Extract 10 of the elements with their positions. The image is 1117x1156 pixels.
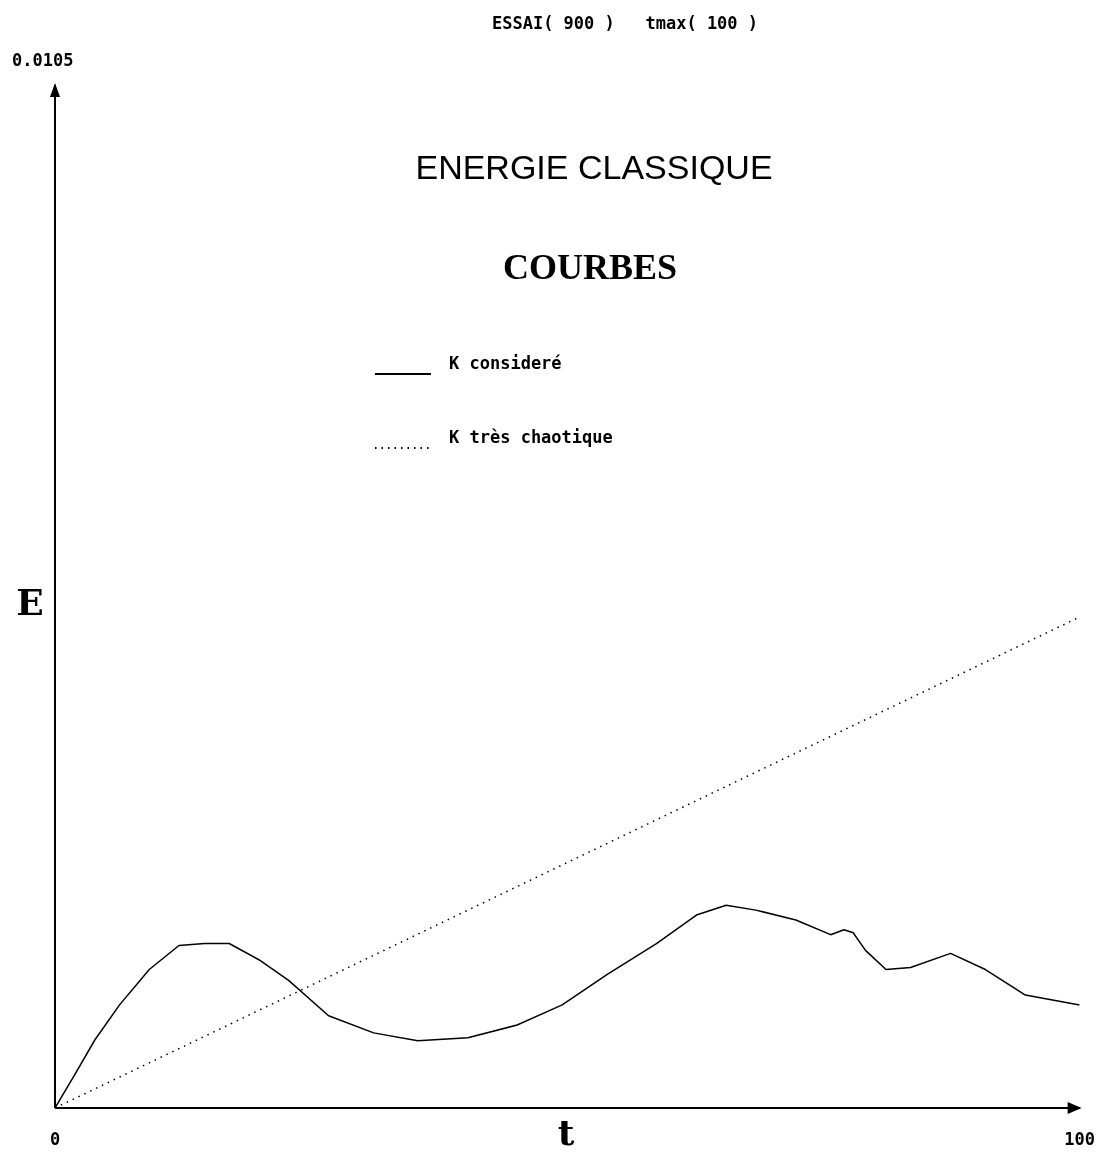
text: 0.0105 xyxy=(12,50,74,71)
x-tick-label: 0 xyxy=(49,1128,61,1149)
text: COURBES xyxy=(502,247,678,288)
chart-title: ESSAI( 900 ) tmax( 100 ) xyxy=(491,13,759,34)
chart-subtitle: ENERGIE CLASSIQUE xyxy=(415,148,773,187)
x-tick-label: 100 xyxy=(1064,1128,1096,1149)
x-axis-title: t xyxy=(557,1111,575,1154)
y-axis-title: E xyxy=(16,581,44,624)
legend-label: K consideré xyxy=(449,353,562,374)
legend-label: K très chaotique xyxy=(449,427,613,448)
